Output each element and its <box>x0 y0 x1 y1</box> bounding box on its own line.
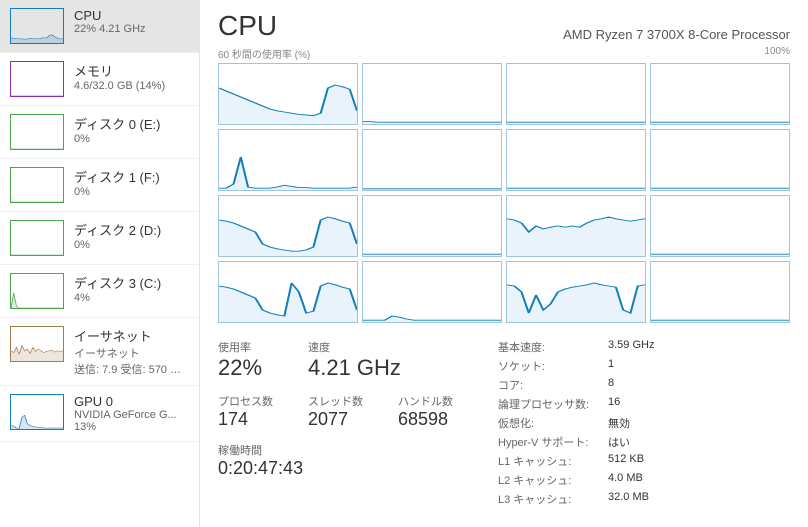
chart-right-label: 100% <box>764 46 790 61</box>
sidebar-thumb <box>10 220 64 256</box>
handle-value: 68598 <box>398 409 468 430</box>
core-chart-10 <box>506 195 646 257</box>
sidebar-sub: 0% <box>74 133 189 145</box>
info-value: 16 <box>608 396 620 412</box>
info-label: L2 キャッシュ: <box>498 472 608 488</box>
info-row: ソケット:1 <box>498 358 654 374</box>
sidebar-thumb <box>10 114 64 150</box>
info-label: コア: <box>498 377 608 393</box>
core-chart-3 <box>650 63 790 125</box>
sidebar-item-gpu[interactable]: GPU 0 NVIDIA GeForce G...13% <box>0 386 199 442</box>
info-label: 論理プロセッサ数: <box>498 396 608 412</box>
stats-summary: 使用率 22% 速度 4.21 GHz プロセス数 174 スレッド数 2077 <box>218 339 468 510</box>
thread-label: スレッド数 <box>308 393 378 409</box>
info-label: L1 キャッシュ: <box>498 453 608 469</box>
sidebar-title: イーサネット <box>74 326 189 345</box>
sidebar-title: ディスク 0 (E:) <box>74 114 189 133</box>
sidebar-thumb <box>10 394 64 430</box>
core-chart-4 <box>218 129 358 191</box>
info-value: 無効 <box>608 415 630 431</box>
core-chart-14 <box>506 261 646 323</box>
sidebar-item-disk2[interactable]: ディスク 2 (D:) 0% <box>0 212 199 265</box>
info-label: ソケット: <box>498 358 608 374</box>
sidebar-sub: イーサネット <box>74 345 189 361</box>
info-label: 基本速度: <box>498 339 608 355</box>
chart-left-label: 60 秒間の使用率 (%) <box>218 46 310 61</box>
sidebar-thumb <box>10 167 64 203</box>
speed-value: 4.21 GHz <box>308 355 401 381</box>
main-panel: CPU AMD Ryzen 7 3700X 8-Core Processor 6… <box>200 0 808 527</box>
core-chart-9 <box>362 195 502 257</box>
info-value: 8 <box>608 377 614 393</box>
sidebar-thumb <box>10 273 64 309</box>
sidebar-sub: NVIDIA GeForce G... <box>74 409 189 421</box>
uptime-label: 稼働時間 <box>218 442 468 458</box>
sidebar-title: ディスク 3 (C:) <box>74 273 189 292</box>
info-value: 32.0 MB <box>608 491 649 507</box>
sidebar-item-disk0[interactable]: ディスク 0 (E:) 0% <box>0 106 199 159</box>
core-chart-2 <box>506 63 646 125</box>
info-row: L1 キャッシュ:512 KB <box>498 453 654 469</box>
sidebar-title: CPU <box>74 8 189 23</box>
core-chart-7 <box>650 129 790 191</box>
info-row: コア:8 <box>498 377 654 393</box>
core-chart-8 <box>218 195 358 257</box>
usage-label: 使用率 <box>218 339 288 355</box>
handle-label: ハンドル数 <box>398 393 468 409</box>
info-row: Hyper-V サポート:はい <box>498 434 654 450</box>
core-chart-11 <box>650 195 790 257</box>
speed-label: 速度 <box>308 339 401 355</box>
info-label: Hyper-V サポート: <box>498 434 608 450</box>
processor-name: AMD Ryzen 7 3700X 8-Core Processor <box>563 27 790 42</box>
info-row: 仮想化:無効 <box>498 415 654 431</box>
sidebar-sub: 22% 4.21 GHz <box>74 23 189 35</box>
info-value: はい <box>608 434 630 450</box>
core-chart-1 <box>362 63 502 125</box>
info-row: L3 キャッシュ:32.0 MB <box>498 491 654 507</box>
sidebar-sub: 0% <box>74 239 189 251</box>
info-value: 1 <box>608 358 614 374</box>
proc-value: 174 <box>218 409 288 430</box>
core-chart-6 <box>506 129 646 191</box>
sidebar-item-disk3[interactable]: ディスク 3 (C:) 4% <box>0 265 199 318</box>
sidebar-thumb <box>10 326 64 362</box>
sidebar-title: GPU 0 <box>74 394 189 409</box>
sidebar-title: ディスク 1 (F:) <box>74 167 189 186</box>
core-chart-13 <box>362 261 502 323</box>
sidebar-thumb <box>10 61 64 97</box>
sidebar-thumb <box>10 8 64 44</box>
sidebar-item-cpu[interactable]: CPU 22% 4.21 GHz <box>0 0 199 53</box>
sidebar-sub: 4% <box>74 292 189 304</box>
sidebar: CPU 22% 4.21 GHz メモリ 4.6/32.0 GB (14%) デ… <box>0 0 200 527</box>
sidebar-title: ディスク 2 (D:) <box>74 220 189 239</box>
core-chart-15 <box>650 261 790 323</box>
sidebar-item-eth[interactable]: イーサネット イーサネット送信: 7.9 受信: 570 Mbp <box>0 318 199 386</box>
info-row: L2 キャッシュ:4.0 MB <box>498 472 654 488</box>
sidebar-sub: 4.6/32.0 GB (14%) <box>74 80 189 92</box>
sidebar-sub2: 送信: 7.9 受信: 570 Mbp <box>74 361 189 377</box>
core-chart-12 <box>218 261 358 323</box>
sidebar-sub2: 13% <box>74 421 189 433</box>
stats-details: 基本速度:3.59 GHzソケット:1コア:8論理プロセッサ数:16仮想化:無効… <box>498 339 654 510</box>
sidebar-item-disk1[interactable]: ディスク 1 (F:) 0% <box>0 159 199 212</box>
uptime-value: 0:20:47:43 <box>218 458 468 479</box>
info-label: L3 キャッシュ: <box>498 491 608 507</box>
info-row: 論理プロセッサ数:16 <box>498 396 654 412</box>
info-row: 基本速度:3.59 GHz <box>498 339 654 355</box>
core-chart-0 <box>218 63 358 125</box>
cpu-title: CPU <box>218 10 277 42</box>
thread-value: 2077 <box>308 409 378 430</box>
info-value: 4.0 MB <box>608 472 643 488</box>
sidebar-item-mem[interactable]: メモリ 4.6/32.0 GB (14%) <box>0 53 199 106</box>
info-label: 仮想化: <box>498 415 608 431</box>
core-grid <box>218 63 790 323</box>
sidebar-sub: 0% <box>74 186 189 198</box>
usage-value: 22% <box>218 355 288 381</box>
sidebar-title: メモリ <box>74 61 189 80</box>
core-chart-5 <box>362 129 502 191</box>
info-value: 3.59 GHz <box>608 339 654 355</box>
info-value: 512 KB <box>608 453 644 469</box>
proc-label: プロセス数 <box>218 393 288 409</box>
